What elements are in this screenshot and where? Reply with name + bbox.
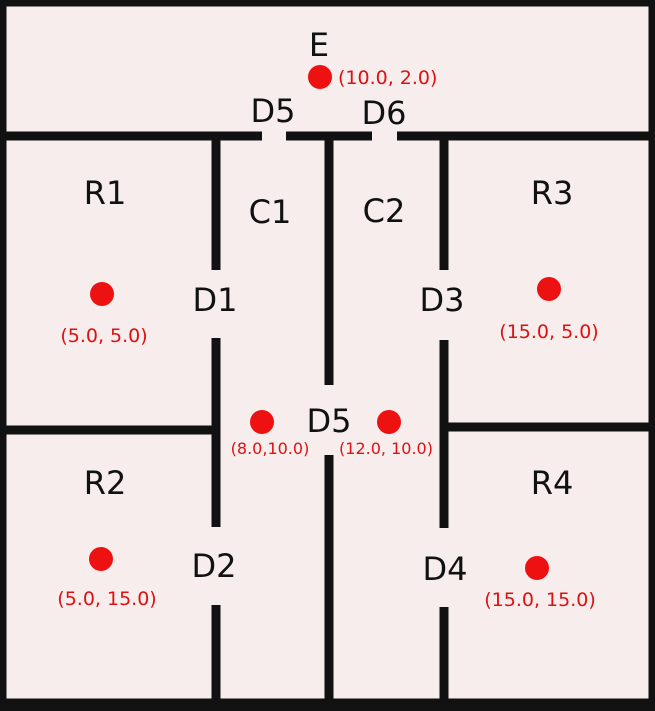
c1-point-coord: (8.0,10.0) bbox=[231, 439, 310, 458]
r2-point-coord: (5.0, 15.0) bbox=[57, 588, 156, 610]
door-d4-label: D4 bbox=[423, 550, 468, 588]
r3-point-coord: (15.0, 5.0) bbox=[499, 321, 598, 343]
exit-point bbox=[308, 65, 332, 89]
c2-point-coord: (12.0, 10.0) bbox=[339, 439, 433, 458]
r4-point-coord: (15.0, 15.0) bbox=[484, 589, 596, 611]
r3-point bbox=[537, 277, 561, 301]
exit-point-coord: (10.0, 2.0) bbox=[338, 67, 437, 89]
r4-point bbox=[525, 556, 549, 580]
c2-point bbox=[377, 410, 401, 434]
door-d1-label: D1 bbox=[193, 281, 238, 319]
room-r4-label: R4 bbox=[531, 464, 574, 502]
corridor-c1-label: C1 bbox=[249, 193, 292, 231]
r2-point bbox=[89, 547, 113, 571]
c1-point bbox=[250, 410, 274, 434]
r1-point-coord: (5.0, 5.0) bbox=[60, 325, 147, 347]
door-d6-label: D6 bbox=[362, 94, 407, 132]
room-r3-label: R3 bbox=[531, 174, 574, 212]
door-d2-label: D2 bbox=[192, 547, 237, 585]
exit-label: E bbox=[309, 26, 329, 64]
door-d3-label: D3 bbox=[420, 281, 465, 319]
interior-walls bbox=[3, 131, 652, 702]
corridor-c2-label: C2 bbox=[363, 192, 406, 230]
door-d5-middle-label: D5 bbox=[307, 402, 352, 440]
room-r2-label: R2 bbox=[84, 464, 127, 502]
door-d5-top-label: D5 bbox=[251, 92, 296, 130]
room-r1-label: R1 bbox=[84, 174, 127, 212]
r1-point bbox=[90, 282, 114, 306]
